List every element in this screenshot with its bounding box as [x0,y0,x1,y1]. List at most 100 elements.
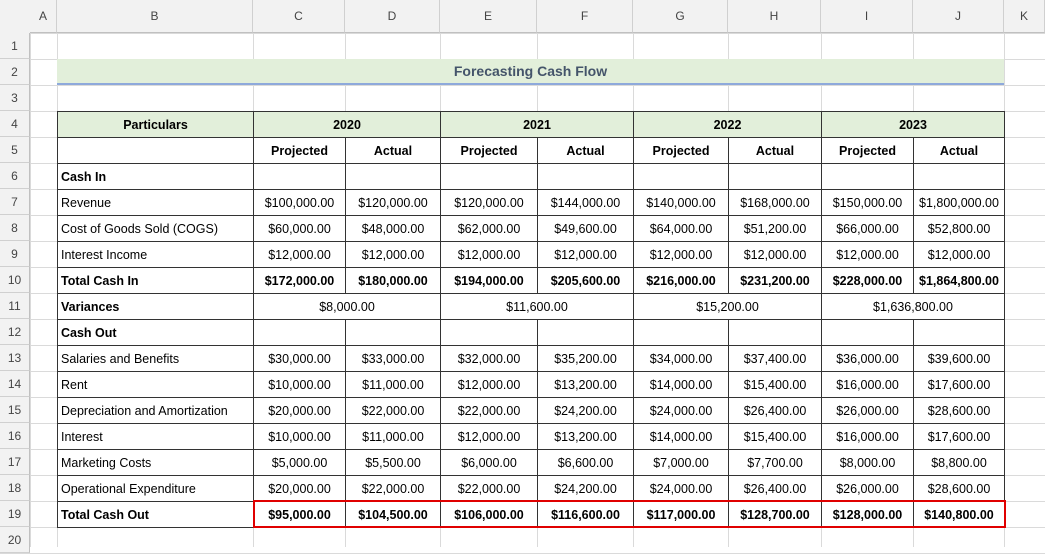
value-cell: $12,000.00 [913,241,1005,268]
value-cell: $17,600.00 [913,371,1005,398]
value-cell: $36,000.00 [821,345,914,372]
row-header: 4 [0,111,30,137]
year-header: 2023 [821,111,1005,138]
row-header: 16 [0,423,30,449]
value-cell: $24,200.00 [537,397,634,424]
value-cell: $8,800.00 [913,449,1005,476]
value-cell: $7,000.00 [633,449,729,476]
value-cell: $26,400.00 [728,397,822,424]
row-header: 11 [0,293,30,319]
row-label: Revenue [57,189,254,216]
value-cell: $120,000.00 [440,189,538,216]
column-header: I [821,0,913,33]
row-header: 15 [0,397,30,423]
value-cell: $14,000.00 [633,423,729,450]
row-header: 1 [0,33,30,59]
cell [728,319,822,346]
value-cell: $172,000.00 [253,267,346,294]
value-cell: $49,600.00 [537,215,634,242]
row-label: Cash In [57,163,254,190]
cell [728,163,822,190]
value-cell: $216,000.00 [633,267,729,294]
value-cell: $22,000.00 [345,397,441,424]
subheader: Actual [913,137,1005,164]
row-label: Total Cash Out [57,501,254,528]
row-header: 9 [0,241,30,267]
column-header: J [913,0,1004,33]
corner [0,0,30,33]
row-header: 5 [0,137,30,163]
value-cell: $150,000.00 [821,189,914,216]
row-header: 19 [0,501,30,527]
value-cell: $12,000.00 [345,241,441,268]
value-cell: $12,000.00 [440,423,538,450]
column-header: B [57,0,253,33]
value-cell: $120,000.00 [345,189,441,216]
value-cell: $20,000.00 [253,397,346,424]
row-header: 20 [0,527,30,553]
year-header: 2022 [633,111,822,138]
row-label: Salaries and Benefits [57,345,254,372]
row-header: 14 [0,371,30,397]
cell [440,163,538,190]
value-cell: $140,000.00 [633,189,729,216]
value-cell: $5,500.00 [345,449,441,476]
value-cell: $117,000.00 [633,501,729,528]
value-cell: $66,000.00 [821,215,914,242]
value-cell: $24,000.00 [633,475,729,502]
grid-line [0,33,1045,34]
row-label: Total Cash In [57,267,254,294]
value-cell: $24,200.00 [537,475,634,502]
value-cell: $35,200.00 [537,345,634,372]
value-cell: $228,000.00 [821,267,914,294]
column-header: H [728,0,821,33]
value-cell: $26,000.00 [821,475,914,502]
value-cell: $7,700.00 [728,449,822,476]
value-cell: $180,000.00 [345,267,441,294]
value-cell: $13,200.00 [537,371,634,398]
value-cell: $60,000.00 [253,215,346,242]
value-cell: $26,000.00 [821,397,914,424]
merged-value: $1,636,800.00 [821,293,1005,320]
value-cell: $48,000.00 [345,215,441,242]
cell [633,163,729,190]
row-label: Interest Income [57,241,254,268]
value-cell: $12,000.00 [728,241,822,268]
value-cell: $1,800,000.00 [913,189,1005,216]
cell [913,319,1005,346]
grid-line [0,85,1045,86]
value-cell: $5,000.00 [253,449,346,476]
value-cell: $22,000.00 [440,475,538,502]
value-cell: $6,600.00 [537,449,634,476]
row-header: 7 [0,189,30,215]
column-header: E [440,0,537,33]
value-cell: $64,000.00 [633,215,729,242]
value-cell: $22,000.00 [440,397,538,424]
grid-line [30,0,31,547]
column-header: A [30,0,57,33]
merged-value: $11,600.00 [440,293,634,320]
row-header: 6 [0,163,30,189]
subheader: Actual [537,137,634,164]
value-cell: $10,000.00 [253,423,346,450]
cell [821,163,914,190]
value-cell: $12,000.00 [440,241,538,268]
cell [633,319,729,346]
cell [253,319,346,346]
value-cell: $12,000.00 [821,241,914,268]
row-label: Cash Out [57,319,254,346]
value-cell: $16,000.00 [821,371,914,398]
row-header: 3 [0,85,30,111]
value-cell: $140,800.00 [913,501,1005,528]
cell [345,319,441,346]
column-header: G [633,0,728,33]
value-cell: $22,000.00 [345,475,441,502]
value-cell: $52,800.00 [913,215,1005,242]
column-header: K [1004,0,1045,33]
value-cell: $128,700.00 [728,501,822,528]
merged-value: $8,000.00 [253,293,441,320]
value-cell: $231,200.00 [728,267,822,294]
cell [537,163,634,190]
row-label: Cost of Goods Sold (COGS) [57,215,254,242]
value-cell: $24,000.00 [633,397,729,424]
